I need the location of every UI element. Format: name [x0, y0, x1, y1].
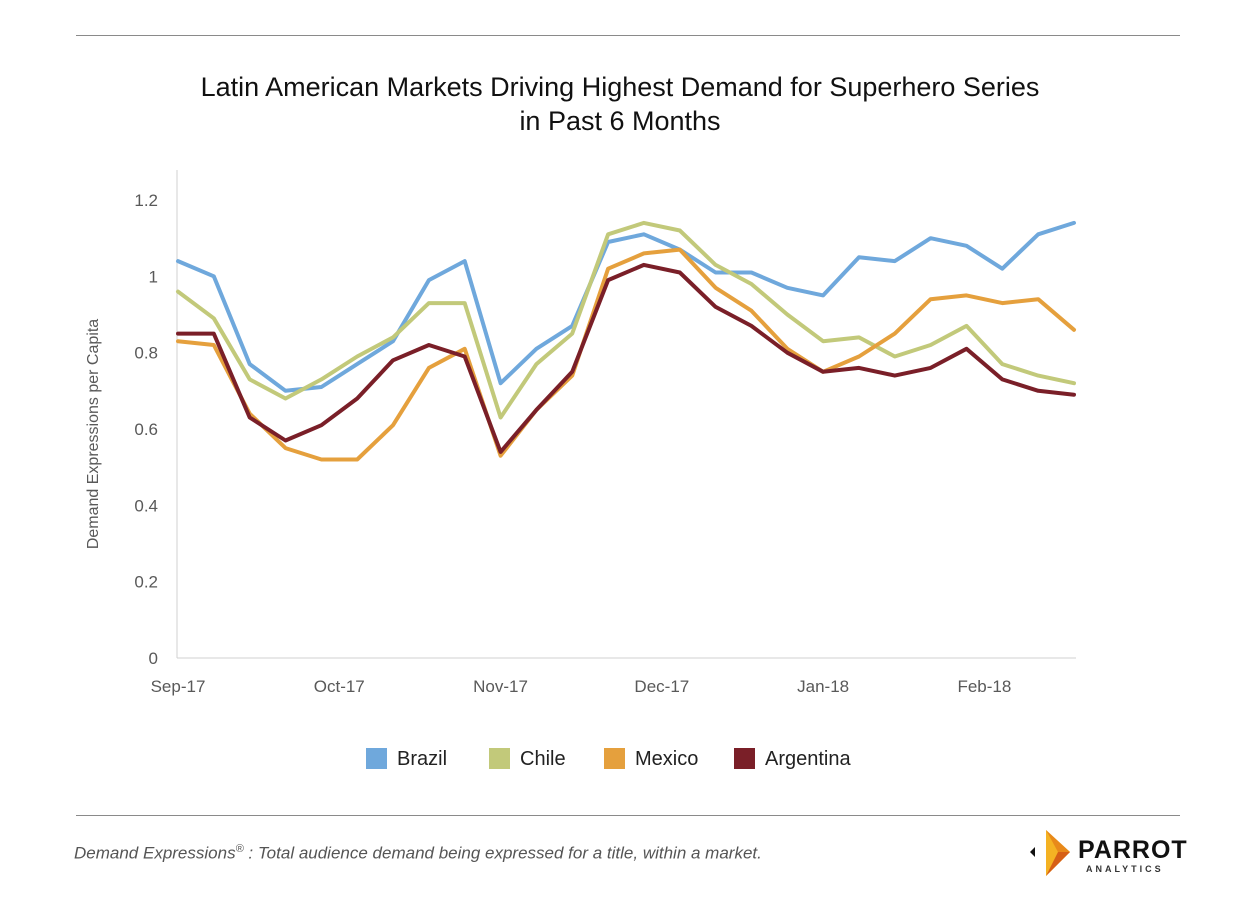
- parrot-analytics-logo: PARROT ANALYTICS: [1026, 828, 1188, 878]
- y-tick-label: 0.2: [134, 573, 158, 592]
- y-tick-label: 0.6: [134, 420, 158, 439]
- chart-axes: [176, 170, 1076, 659]
- legend-swatch-chile: [489, 748, 510, 769]
- footnote-text: : Total audience demand being expressed …: [243, 843, 762, 863]
- logo-wing-3: [1046, 852, 1070, 876]
- x-axis-ticks: Sep-17 Oct-17 Nov-17 Dec-17 Jan-18 Feb-18: [151, 677, 1012, 696]
- legend-swatch-mexico: [604, 748, 625, 769]
- legend-label-brazil: Brazil: [397, 748, 447, 770]
- chart-legend: Brazil Chile Mexico Argentina: [366, 748, 851, 770]
- footnote-term: Demand Expressions: [74, 843, 236, 863]
- parrot-analytics-logo-icon: [1030, 830, 1070, 876]
- x-tick-label: Feb-18: [957, 677, 1011, 696]
- registered-mark: ®: [235, 843, 244, 855]
- x-tick-label: Nov-17: [473, 677, 528, 696]
- legend-swatch-argentina: [734, 748, 755, 769]
- chart-series: [176, 220, 1076, 462]
- chart-title-line-1: Latin American Markets Driving Highest D…: [200, 72, 1040, 102]
- top-divider: [76, 35, 1180, 36]
- legend-label-argentina: Argentina: [765, 748, 851, 770]
- series-line-argentina: [176, 262, 1076, 454]
- y-tick-label: 1.2: [134, 191, 158, 210]
- legend-swatch-brazil: [366, 748, 387, 769]
- y-tick-label: 1: [149, 267, 158, 286]
- y-tick-label: 0.8: [134, 344, 158, 363]
- x-tick-label: Oct-17: [314, 677, 365, 696]
- chart-title-line-2: in Past 6 Months: [519, 106, 721, 136]
- legend-label-mexico: Mexico: [635, 748, 698, 770]
- logo-arrow-mark: [1030, 847, 1035, 857]
- series-line-chile: [176, 220, 1076, 420]
- legend-label-chile: Chile: [520, 748, 566, 770]
- y-axis-ticks: 0 0.2 0.4 0.6 0.8 1 1.2: [134, 191, 158, 668]
- series-line-brazil: [176, 220, 1076, 393]
- footnote: Demand Expressions® : Total audience dem…: [74, 843, 762, 864]
- logo-wing-2: [1046, 830, 1070, 852]
- x-tick-label: Sep-17: [151, 677, 206, 696]
- x-tick-label: Jan-18: [797, 677, 849, 696]
- bottom-divider: [76, 815, 1180, 816]
- y-axis-label: Demand Expressions per Capita: [85, 319, 102, 549]
- x-tick-label: Dec-17: [634, 677, 689, 696]
- series-line-mexico: [176, 247, 1076, 462]
- y-tick-label: 0: [149, 649, 158, 668]
- chart-title: Latin American Markets Driving Highest D…: [0, 70, 1240, 138]
- logo-subtitle: ANALYTICS: [1086, 864, 1164, 874]
- logo-wordmark: PARROT: [1078, 836, 1188, 864]
- y-tick-label: 0.4: [134, 496, 158, 515]
